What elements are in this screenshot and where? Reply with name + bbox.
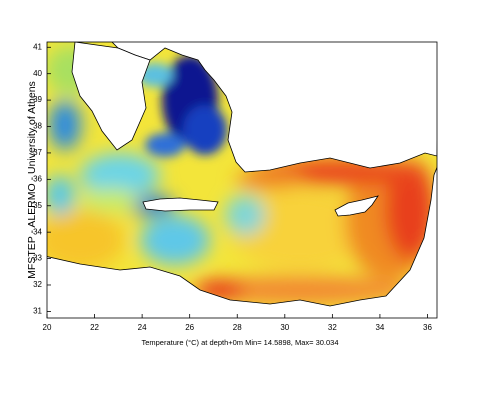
y-tick-label: 40	[33, 69, 42, 78]
y-tick-label: 31	[33, 307, 42, 316]
plot-frame	[46, 41, 438, 319]
y-tick-label: 37	[33, 148, 42, 157]
x-tick-label: 30	[280, 323, 289, 332]
cyprus	[334, 195, 379, 217]
caption: Temperature (°C) at depth+0m Min= 14.589…	[141, 338, 338, 347]
y-axis-label: MFSTEP - ALERMO - University of Athens	[26, 81, 38, 279]
y-tick-label: 33	[33, 254, 42, 263]
y-tick-label: 34	[33, 227, 42, 236]
crete	[142, 197, 219, 212]
x-tick-label: 24	[138, 323, 147, 332]
africa	[47, 166, 437, 318]
x-tick-label: 28	[233, 323, 242, 332]
land	[47, 42, 437, 318]
x-tick-label: 22	[90, 323, 99, 332]
greece	[71, 42, 151, 151]
north-coast	[111, 42, 437, 173]
y-tick-label: 38	[33, 122, 42, 131]
y-tick-label: 39	[33, 95, 42, 104]
x-tick-label: 34	[375, 323, 384, 332]
x-tick-label: 32	[328, 323, 337, 332]
x-tick-label: 26	[185, 323, 194, 332]
y-tick-label: 41	[33, 42, 42, 51]
x-tick-label: 36	[423, 323, 432, 332]
y-tick-label: 35	[33, 201, 42, 210]
y-tick-label: 36	[33, 174, 42, 183]
x-tick-label: 20	[43, 323, 52, 332]
y-tick-label: 32	[33, 280, 42, 289]
